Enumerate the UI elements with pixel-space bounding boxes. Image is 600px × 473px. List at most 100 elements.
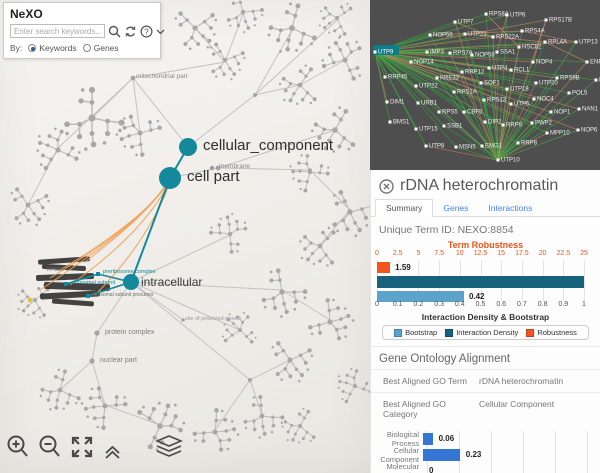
gene-node-UTP22[interactable] <box>414 84 418 88</box>
label-preribosome-complex: preribosome complex <box>103 269 156 275</box>
gene-label-NOP58: NOP58 <box>475 53 495 59</box>
interaction-network-panel[interactable]: UTP9 UTP7 RPS8A UTP6 RPS17B NOP56 UTP21 RPS22A R… <box>370 0 600 170</box>
gene-node-BMS1[interactable] <box>388 120 392 124</box>
gene-node-KRR1[interactable] <box>594 78 598 82</box>
gene-node-RPS22A[interactable] <box>491 35 495 39</box>
legend-item-robustness[interactable]: Robustness <box>526 328 577 337</box>
gene-node-RPS13[interactable] <box>482 98 486 102</box>
gene-node-RRP45[interactable] <box>383 75 387 79</box>
gene-node-POL5[interactable] <box>567 91 571 95</box>
gene-node-RPS9B[interactable] <box>555 76 559 80</box>
ontology-tree-canvas[interactable]: cellular_component cell part intracellular… <box>0 0 370 473</box>
fit-to-screen-icon[interactable] <box>70 434 94 465</box>
gene-label-IMP3: IMP3 <box>430 50 445 56</box>
gene-node-NOP14[interactable] <box>409 60 413 64</box>
legend-item-interaction-density[interactable]: Interaction Density <box>445 328 518 337</box>
gene-node-RPS1A[interactable] <box>452 90 456 94</box>
zoom-out-icon[interactable] <box>38 434 62 465</box>
interaction-network-canvas[interactable]: UTP9 UTP7 RPS8A UTP6 RPS17B NOP56 UTP21 RPS22A R… <box>370 0 600 170</box>
gene-node-NOP4[interactable] <box>531 60 535 64</box>
tab-genes[interactable]: Genes <box>443 203 469 213</box>
gene-node-NOC4[interactable] <box>532 97 536 101</box>
gene-node-NOP1[interactable] <box>549 110 553 114</box>
search-icon[interactable] <box>108 25 121 38</box>
gene-node-UTP20[interactable] <box>534 81 538 85</box>
gene-node-UTP5[interactable] <box>509 102 513 106</box>
gene-node-RPS8A[interactable] <box>484 12 488 16</box>
gene-node-NAN1[interactable] <box>577 107 581 111</box>
node-intracellular[interactable] <box>123 274 139 290</box>
gene-node-UTP15[interactable] <box>414 127 418 131</box>
gene-label-UTP7: UTP7 <box>458 20 474 26</box>
gene-node-RPS5[interactable] <box>437 110 441 114</box>
gene-node-URB1[interactable] <box>416 101 420 105</box>
gene-node-SSB1[interactable] <box>442 124 446 128</box>
gene-node-ENP1[interactable] <box>585 60 589 64</box>
gene-node-DIP2[interactable] <box>483 120 487 124</box>
gene-node-RPS17B[interactable] <box>544 18 548 22</box>
tree-clusters <box>4 0 370 463</box>
zoom-in-icon[interactable] <box>6 434 30 465</box>
gene-node-UTP8[interactable] <box>424 144 428 148</box>
node-cell-part[interactable] <box>159 167 181 189</box>
gene-node-RPL4A[interactable] <box>543 40 547 44</box>
gene-node-UTP10[interactable] <box>496 158 500 162</box>
refresh-icon[interactable] <box>124 25 137 38</box>
label-intracellular: intracellular <box>141 275 203 289</box>
gene-node-RCL1[interactable] <box>509 68 513 72</box>
orange-path-edges <box>39 179 171 296</box>
gene-node-RPS7A[interactable] <box>448 51 452 55</box>
gene-label-UTP21: UTP21 <box>468 32 487 38</box>
gene-node-UTP9[interactable] <box>373 50 377 54</box>
term-robustness-chart: Term Robustness 0 2.5 5 7.5 10 12.5 15 17.5 20 22… <box>371 240 600 340</box>
gene-node-UTP7[interactable] <box>453 20 457 24</box>
gene-node-UTP18[interactable] <box>505 87 509 91</box>
radio-genes[interactable] <box>82 44 91 52</box>
gene-label-MPP10: MPP10 <box>550 131 570 137</box>
app-title: NeXO <box>10 7 43 21</box>
go-chart-row: Cellular Component 0.23 <box>380 446 482 464</box>
gene-node-IMP3[interactable] <box>425 50 429 54</box>
gene-node-UTP4[interactable] <box>487 66 491 70</box>
gene-node-EMG1[interactable] <box>480 144 484 148</box>
gene-node-MPP10[interactable] <box>545 131 549 135</box>
gene-node-UTP13[interactable] <box>574 40 578 44</box>
gene-node-PWP2[interactable] <box>530 121 534 125</box>
legend-item-bootstrap[interactable]: Bootstrap <box>394 328 437 337</box>
canvas-toolbar <box>6 434 191 465</box>
gene-node-NOP58[interactable] <box>470 53 474 57</box>
gene-node-CBF5[interactable] <box>462 110 466 114</box>
gene-node-NOP6[interactable] <box>576 128 580 132</box>
node-cellular-component[interactable] <box>179 138 197 156</box>
label-site-of-polarized-growth: site of polarized growth <box>185 316 242 322</box>
tab-summary[interactable]: Summary <box>375 199 434 217</box>
help-icon[interactable]: ? <box>140 24 153 38</box>
yellow-node[interactable] <box>27 297 33 303</box>
gene-node-SSA1[interactable] <box>495 50 499 54</box>
chevron-down-icon[interactable] <box>156 27 165 36</box>
search-input[interactable] <box>10 24 105 38</box>
go-alignment-heading: Gene Ontology Alignment <box>379 353 511 365</box>
gene-label-SSA1: SSA1 <box>500 50 516 56</box>
gene-node-HSC82[interactable] <box>517 45 521 49</box>
gene-node-RRP8[interactable] <box>516 141 520 145</box>
divider <box>371 346 600 347</box>
gene-node-UTP21[interactable] <box>463 32 467 36</box>
gene-node-UTP6[interactable] <box>505 13 509 17</box>
gene-node-KRE33[interactable] <box>435 76 439 80</box>
collapse-up-icon[interactable] <box>104 445 121 465</box>
gene-node-RRP12[interactable] <box>460 70 464 74</box>
gene-node-RPS4A[interactable] <box>520 29 524 33</box>
dense-cluster-blob <box>35 256 111 307</box>
gene-node-DIM1[interactable] <box>385 100 389 104</box>
close-icon[interactable] <box>379 178 394 194</box>
gene-node-SOF1[interactable] <box>479 81 483 85</box>
radio-keywords[interactable] <box>28 44 37 52</box>
gene-node-MSN5[interactable] <box>454 145 458 149</box>
gene-label-UTP6: UTP6 <box>510 13 526 19</box>
layers-icon[interactable] <box>154 435 184 465</box>
gene-node-NOP56[interactable] <box>428 33 432 37</box>
gene-node-RRP9[interactable] <box>501 123 505 127</box>
tab-interactions[interactable]: Interactions <box>488 203 533 213</box>
gene-label-RRP12: RRP12 <box>465 70 485 76</box>
